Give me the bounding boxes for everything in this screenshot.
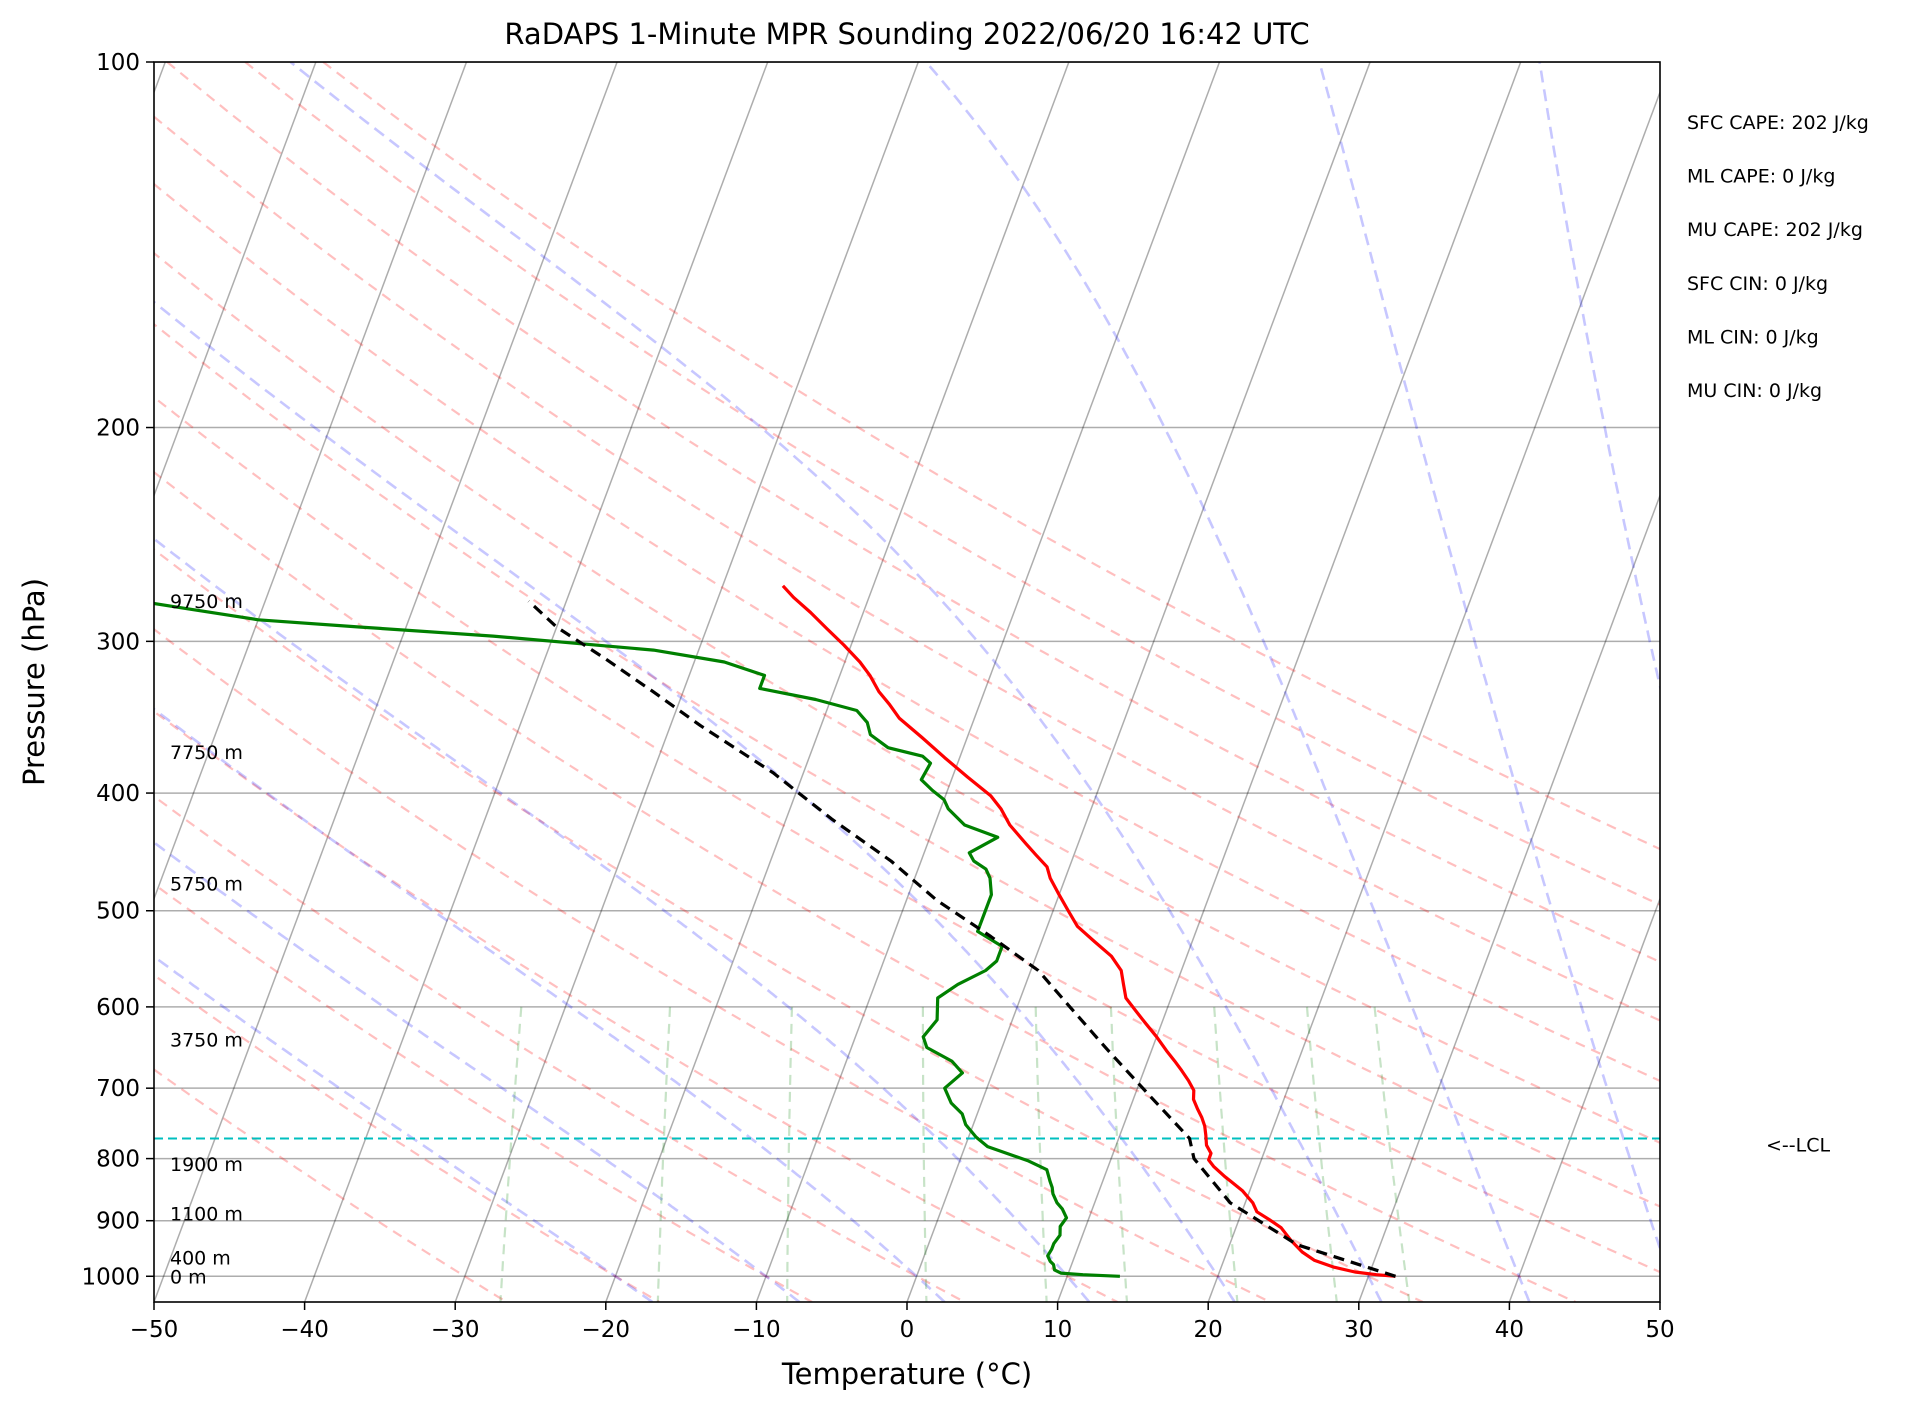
y-tick-label: 900 xyxy=(96,1209,140,1235)
isotherm-line xyxy=(1358,493,1660,1302)
height-label: 0 m xyxy=(170,1266,207,1288)
mixing-ratio-line xyxy=(656,1006,672,1302)
mixing-ratio-line xyxy=(921,1006,928,1302)
isotherm-line xyxy=(303,62,769,1302)
height-label: 400 m xyxy=(170,1247,231,1269)
lcl-marker: <--LCL xyxy=(154,1134,1830,1156)
moist-adiabat-line xyxy=(925,62,1531,1302)
dry-adiabat-line xyxy=(154,251,1660,1144)
mixing-ratio-line xyxy=(1305,1006,1338,1302)
x-tick-label: 0 xyxy=(900,1317,915,1343)
isotherm-line xyxy=(454,62,919,1302)
isotherm-line xyxy=(1207,90,1660,1302)
moist-adiabat-line xyxy=(1538,62,1660,693)
height-labels: 9750 m 7750 m 5750 m 3750 m 1900 m 1100 m 400 … xyxy=(170,591,243,1288)
moist-adiabats xyxy=(154,62,1660,1302)
parameter-text: SFC CIN: 0 J/kg xyxy=(1687,273,1828,295)
parameter-text: SFC CAPE: 202 J/kg xyxy=(1687,112,1869,134)
mixing-ratio-line xyxy=(786,1006,794,1302)
dry-adiabat-line xyxy=(154,1068,508,1302)
mixing-ratio-line xyxy=(1034,1006,1048,1302)
x-tick-label: 20 xyxy=(1194,1317,1223,1343)
height-label: 1900 m xyxy=(170,1154,243,1176)
y-tick-label: 200 xyxy=(96,416,140,442)
dry-adiabat-line xyxy=(154,115,1660,1022)
parameter-text: MU CAPE: 202 J/kg xyxy=(1687,219,1863,241)
dry-adiabat-line xyxy=(154,470,1577,1302)
y-tick-label: 400 xyxy=(96,781,140,807)
isotherm-line xyxy=(605,62,1070,1302)
x-axis-label: Temperature (°C) xyxy=(781,1357,1032,1391)
x-axis-ticks: −50 −40 −30 −20 −10 0 10 20 30 40 50 xyxy=(130,1302,1675,1343)
x-tick-label: 30 xyxy=(1344,1317,1373,1343)
parameter-list: SFC CAPE: 202 J/kg ML CAPE: 0 J/kg MU CAPE… xyxy=(1687,112,1869,402)
x-tick-label: −40 xyxy=(280,1317,329,1343)
height-label: 9750 m xyxy=(170,591,243,613)
moist-adiabat-line xyxy=(289,62,1383,1302)
mixing-ratio-line xyxy=(499,1006,523,1302)
pressure-gridlines xyxy=(154,62,1660,1278)
height-label: 5750 m xyxy=(170,874,243,896)
parameter-text: ML CAPE: 0 J/kg xyxy=(1687,166,1835,188)
height-label: 1100 m xyxy=(170,1204,243,1226)
isotherm-line xyxy=(154,62,317,498)
y-tick-label: 300 xyxy=(96,629,140,655)
chart-title: RaDAPS 1-Minute MPR Sounding 2022/06/20 … xyxy=(504,17,1309,51)
moist-adiabat-line xyxy=(154,840,801,1302)
dry-adiabat-line xyxy=(154,710,1118,1302)
mixing-ratio-line xyxy=(1373,1006,1411,1302)
moist-adiabat-line xyxy=(154,955,654,1302)
y-tick-label: 500 xyxy=(96,899,140,925)
parcel-profile xyxy=(527,600,1396,1278)
dry-adiabats xyxy=(154,62,1660,1302)
parameter-text: ML CIN: 0 J/kg xyxy=(1687,326,1819,348)
mixing-ratio-line xyxy=(1213,1006,1239,1302)
moist-adiabat-line xyxy=(154,537,1091,1302)
x-tick-label: −10 xyxy=(732,1317,781,1343)
moist-adiabat-line xyxy=(1318,62,1660,1253)
y-tick-label: 800 xyxy=(96,1147,140,1173)
lcl-label: <--LCL xyxy=(1766,1134,1830,1156)
isotherm-line xyxy=(154,62,618,1302)
isotherm-line xyxy=(1056,62,1522,1302)
height-label: 3750 m xyxy=(170,1029,243,1051)
y-axis-label: Pressure (hPa) xyxy=(17,578,51,786)
moist-adiabat-line xyxy=(154,300,1236,1302)
parameter-text: MU CIN: 0 J/kg xyxy=(1687,380,1822,402)
x-tick-label: 40 xyxy=(1495,1317,1524,1343)
x-tick-label: 10 xyxy=(1043,1317,1072,1343)
dry-adiabat-line xyxy=(154,322,1660,1208)
x-tick-label: −20 xyxy=(582,1317,631,1343)
dry-adiabat-line xyxy=(154,395,1660,1274)
isotherm-line xyxy=(154,62,468,901)
temperature-profile xyxy=(781,584,1396,1278)
dewpoint-profile xyxy=(154,601,1120,1278)
isotherm-line xyxy=(1508,896,1660,1302)
x-tick-label: 50 xyxy=(1645,1317,1674,1343)
x-tick-label: −50 xyxy=(130,1317,179,1343)
y-tick-label: 700 xyxy=(96,1076,140,1102)
isotherm-line xyxy=(755,62,1221,1302)
isotherm-line xyxy=(906,62,1371,1302)
dry-adiabat-line xyxy=(154,627,1271,1302)
dry-adiabat-line xyxy=(154,973,660,1302)
mixing-ratio-line xyxy=(1109,1006,1129,1302)
y-axis-ticks: 100 200 300 400 500 600 700 800 900 1000 xyxy=(81,50,154,1290)
y-tick-label: 1000 xyxy=(81,1264,140,1290)
y-tick-label: 100 xyxy=(96,50,140,76)
isotherm-gridlines xyxy=(154,62,1660,1302)
y-tick-label: 600 xyxy=(96,995,140,1021)
height-label: 7750 m xyxy=(170,742,243,764)
dry-adiabat-line xyxy=(154,182,1660,1083)
mixing-ratio-lines xyxy=(499,1006,1411,1302)
reference-lines xyxy=(154,62,1660,1302)
profile-lines xyxy=(154,584,1396,1278)
dry-adiabat-line xyxy=(154,882,813,1302)
x-tick-label: −30 xyxy=(431,1317,480,1343)
dry-adiabat-line xyxy=(154,794,966,1302)
moist-adiabat-line xyxy=(154,707,946,1302)
